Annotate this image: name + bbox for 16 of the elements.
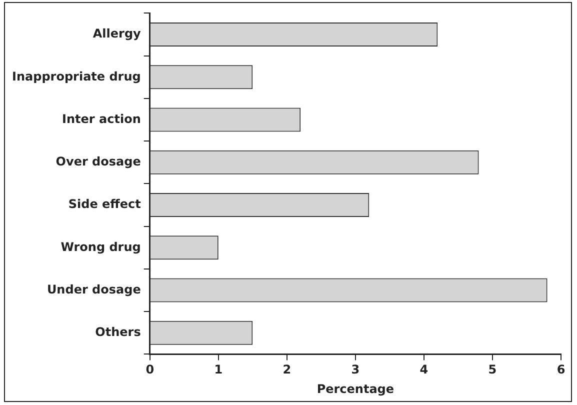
x-tick-label: 3	[351, 362, 360, 377]
x-tick-label: 0	[146, 362, 154, 377]
y-tick-label: Side effect	[68, 197, 142, 212]
x-axis-title: Percentage	[316, 382, 394, 396]
y-tick-label: Inter action	[62, 112, 141, 126]
y-tick-label: Under dosage	[46, 282, 141, 296]
x-tick-label: 5	[488, 362, 497, 377]
y-tick-label: Inappropriate drug	[12, 69, 141, 84]
y-tick-label: Others	[95, 325, 141, 340]
y-tick-label: Wrong drug	[60, 240, 141, 254]
x-tick-label: 6	[556, 362, 566, 377]
x-tick-label: 1	[214, 362, 223, 377]
x-tick-label: 2	[282, 362, 292, 377]
y-tick-label: Allergy	[92, 26, 142, 41]
y-tick-label: Over dosage	[56, 154, 141, 169]
x-tick-label: 4	[420, 362, 428, 377]
